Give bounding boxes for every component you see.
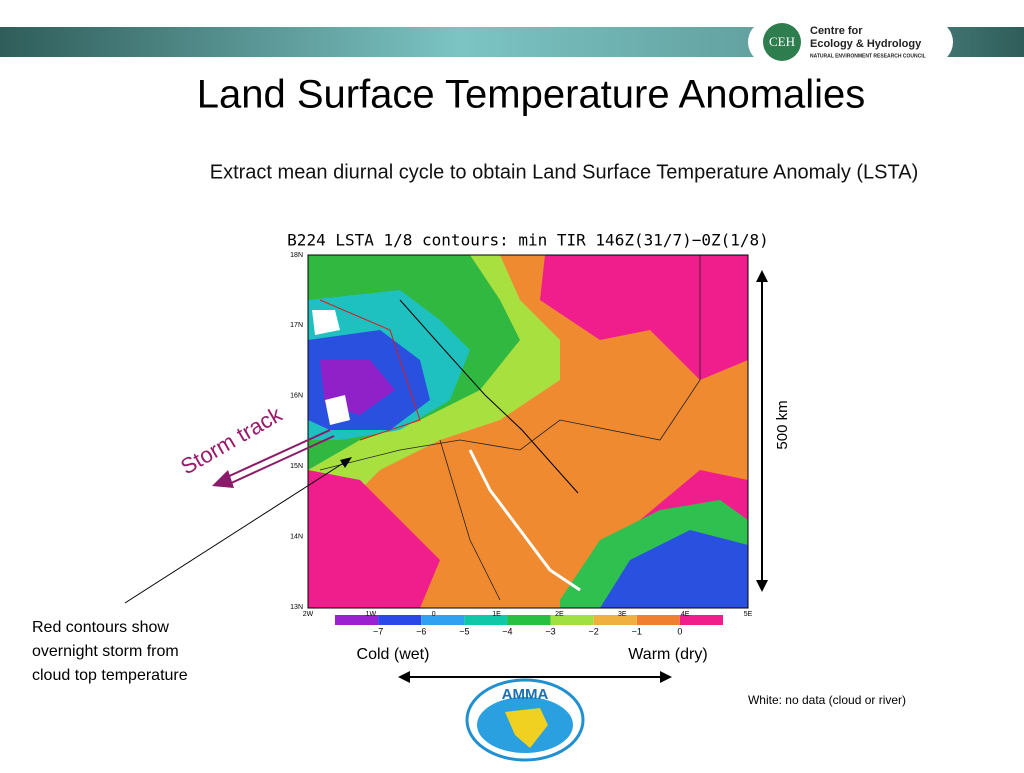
colorbar-swatch [335,615,379,625]
lat-label: 14N [290,533,303,540]
lon-label: 5E [744,611,753,618]
distance-label: 500 km [774,400,791,449]
logo-text: Ecology & Hydrology [810,38,922,50]
map-frame [307,254,749,609]
cold-label: Cold (wet) [357,646,430,663]
colorbar-label: −1 [632,626,642,636]
logo-initials: CEH [769,34,795,49]
lon-label: 2W [303,611,314,618]
storm-track-label: Storm track [176,401,287,479]
colorbar: −7 −6 −5 −4 −3 −2 −1 0 [335,615,723,636]
lon-label: 1W [366,611,377,618]
lat-label: 15N [290,463,303,470]
colorbar-swatch [636,615,680,625]
lon-label: 1E [492,611,501,618]
title: Land Surface Temperature Anomalies [197,73,866,117]
colorbar-label: 0 [677,626,682,636]
logo-box [748,20,953,64]
colorbar-label: −5 [459,626,469,636]
lon-label: 3E [618,611,627,618]
lon-label: 0 [432,611,436,618]
logo-text: Centre for [810,25,863,37]
colorbar-swatch [550,615,594,625]
lat-label: 13N [290,604,303,611]
white-note: White: no data (cloud or river) [748,693,906,707]
storm-track-line [224,429,331,479]
colorbar-swatch [464,615,508,625]
colorbar-label: −3 [545,626,555,636]
amma-text: AMMA [502,686,549,703]
colorbar-label: −2 [589,626,599,636]
lat-label: 17N [290,322,303,329]
colorbar-swatch [507,615,551,625]
logo-text: NATURAL ENVIRONMENT RESEARCH COUNCIL [810,53,926,59]
note-line: Red contours show [32,619,169,636]
note-line: cloud top temperature [32,667,188,684]
red-contours-note: Red contours show overnight storm from c… [32,619,188,684]
lat-label: 16N [290,393,303,400]
figure-title: B224 LSTA 1/8 contours: min TIR 146Z(31/… [287,231,769,250]
colorbar-label: −6 [416,626,426,636]
colorbar-label: −4 [502,626,512,636]
pointer-line [124,461,346,604]
colorbar-label: −7 [373,626,383,636]
colorbar-swatch [378,615,422,625]
colorbar-swatch [421,615,465,625]
lat-label: 18N [290,252,303,259]
colorbar-swatch [679,615,723,625]
amma-africa [505,708,548,748]
lon-label: 2E [555,611,564,618]
pointer-arrowhead [340,457,352,468]
lon-label: 4E [681,611,690,618]
logo-circle [763,23,801,61]
subtitle: Extract mean diurnal cycle to obtain Lan… [210,161,919,183]
map [308,255,748,608]
storm-track-line [228,435,335,485]
warm-label: Warm (dry) [628,646,707,663]
colorbar-swatch [593,615,637,625]
note-line: overnight storm from [32,643,179,660]
storm-track-arrowhead [212,470,234,488]
